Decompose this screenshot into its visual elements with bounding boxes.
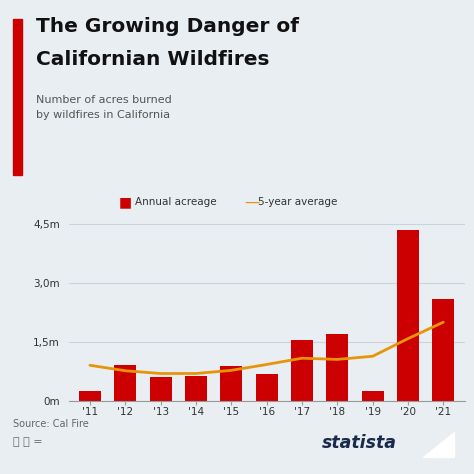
Bar <box>220 366 242 401</box>
Text: Source: Cal Fire: Source: Cal Fire <box>13 419 89 429</box>
Bar <box>362 391 383 401</box>
Text: ⓒ ⓘ =: ⓒ ⓘ = <box>13 437 43 447</box>
Text: Number of acres burned
by wildfires in California: Number of acres burned by wildfires in C… <box>36 95 171 119</box>
Bar <box>291 340 313 401</box>
Bar <box>326 334 348 401</box>
Bar <box>114 365 136 401</box>
Text: ■: ■ <box>118 195 132 210</box>
Text: statista: statista <box>322 434 397 452</box>
Text: —: — <box>244 195 259 210</box>
Bar <box>397 230 419 401</box>
Text: Annual acreage: Annual acreage <box>135 197 217 208</box>
Bar <box>150 377 172 401</box>
Bar <box>432 300 454 401</box>
Text: Californian Wildfires: Californian Wildfires <box>36 50 269 69</box>
Bar <box>79 391 101 401</box>
Text: 5-year average: 5-year average <box>258 197 337 208</box>
Text: The Growing Danger of: The Growing Danger of <box>36 17 299 36</box>
Bar <box>255 374 278 401</box>
Bar <box>185 376 207 401</box>
Polygon shape <box>423 432 455 457</box>
